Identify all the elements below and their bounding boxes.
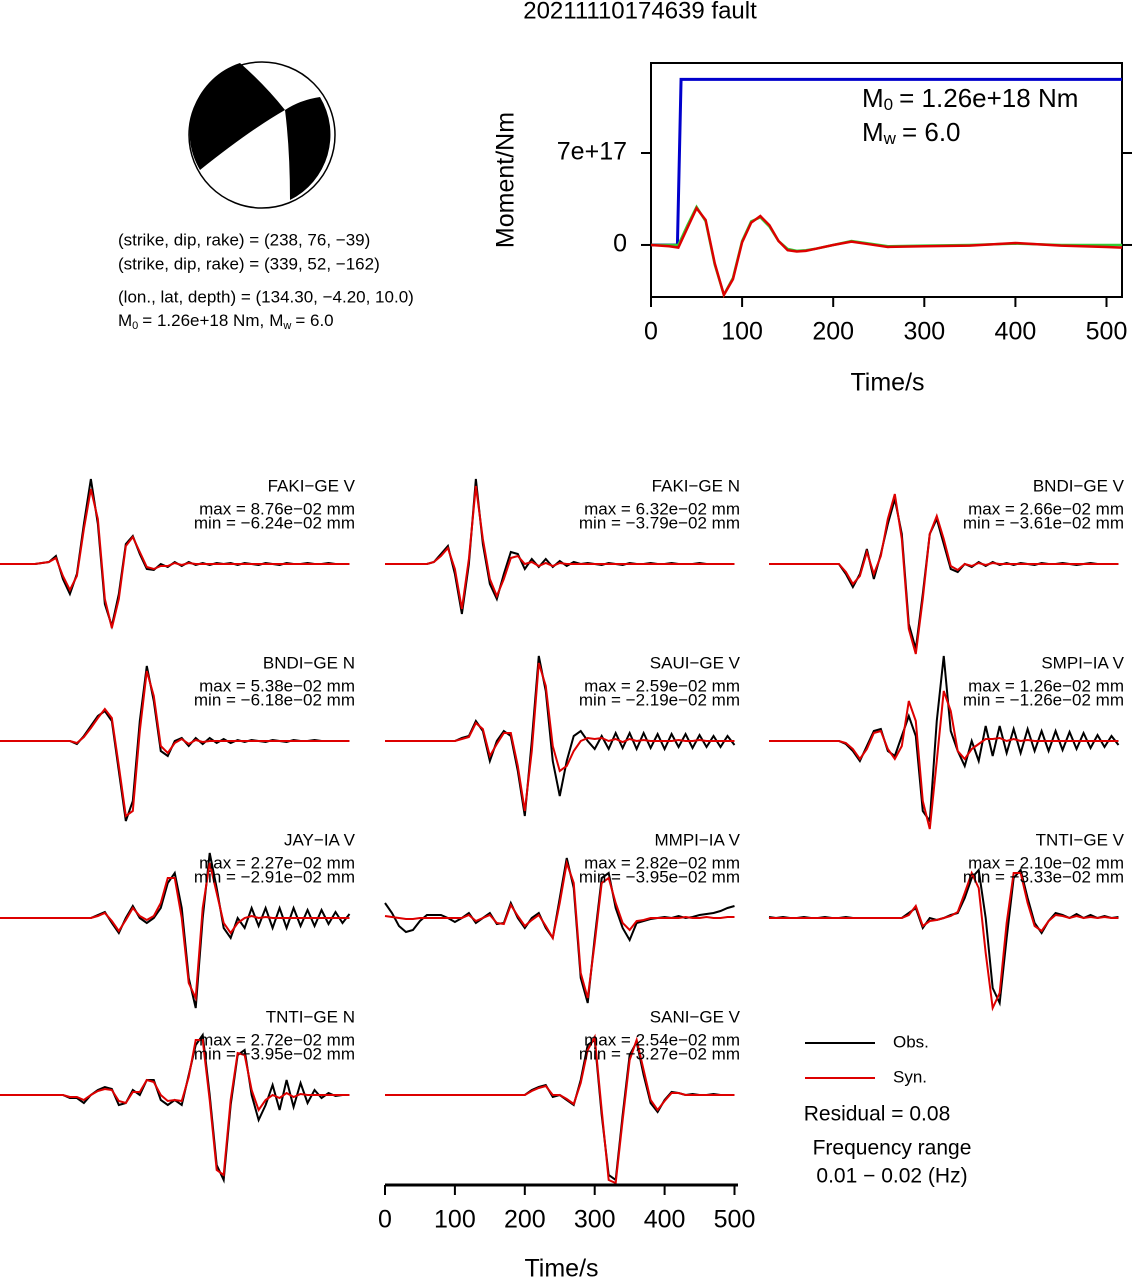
station-label: SMPI−IA V (1041, 653, 1124, 672)
y-tick-label: 0 (613, 230, 627, 258)
min-label: min = −3.61e−02 mm (963, 513, 1124, 532)
x-tick-label: 0 (378, 1206, 392, 1234)
subscript: w (883, 129, 897, 148)
min-label: min = −2.91e−02 mm (194, 867, 355, 886)
figure-title: 20211110174639 fault (523, 0, 757, 24)
synthetic-waveform (385, 1033, 735, 1185)
x-tick-label: 300 (574, 1206, 616, 1234)
x-tick-label: 500 (1086, 318, 1128, 346)
legend-label: Obs. (893, 1032, 929, 1051)
synthetic-waveform (769, 870, 1119, 1012)
synthetic-waveform (0, 1039, 350, 1177)
station-label: BNDI−GE V (1033, 476, 1125, 495)
value-text: = 6.0 (295, 311, 333, 330)
compressional-quadrant (285, 97, 331, 200)
max-label: max = 2.27e−02 mm (199, 853, 355, 872)
station-label: FAKI−GE N (652, 476, 740, 495)
x-tick-label: 400 (644, 1206, 686, 1234)
station-label: TNTI−GE V (1036, 830, 1125, 849)
min-label: min = −3.27e−02 mm (579, 1044, 740, 1063)
annotation: Mw = 6.0 (862, 117, 961, 149)
min-label: min = −3.95e−02 mm (194, 1044, 355, 1063)
max-label: max = 8.76e−02 mm (199, 499, 355, 518)
x-tick-label: 400 (995, 318, 1037, 346)
station-label: BNDI−GE N (263, 653, 355, 672)
min-label: min = −6.18e−02 mm (194, 690, 355, 709)
max-label: max = 5.38e−02 mm (199, 676, 355, 695)
max-label: max = 2.59e−02 mm (584, 676, 740, 695)
value-text: = 6.0 (902, 117, 961, 147)
nodal-plane: (strike, dip, rake) = (339, 52, −162) (118, 254, 380, 273)
symbol: M (862, 83, 884, 113)
max-label: max = 2.66e−02 mm (968, 499, 1124, 518)
annotation: M0 = 1.26e+18 Nm (862, 83, 1078, 115)
station-label: MMPI−IA V (655, 830, 741, 849)
plot-frame (650, 62, 1123, 298)
max-label: max = 2.72e−02 mm (199, 1030, 355, 1049)
station-label: TNTI−GE N (266, 1007, 355, 1026)
x-tick-label: 200 (504, 1206, 546, 1234)
station-label: SAUI−GE V (650, 653, 741, 672)
synthetic-waveform (0, 862, 350, 1002)
x-tick-label: 300 (903, 318, 945, 346)
subscript: 0 (884, 95, 893, 114)
x-tick-label: 200 (812, 318, 854, 346)
subscript: 0 (132, 320, 138, 332)
min-label: min = −3.95e−02 mm (579, 867, 740, 886)
symbol: M (862, 117, 884, 147)
synthetic-waveform (769, 493, 1119, 655)
x-axis-label: Time/s (524, 1255, 598, 1281)
max-label: max = 2.82e−02 mm (584, 853, 740, 872)
synthetic-waveform (385, 485, 735, 610)
legend-label: Syn. (893, 1067, 927, 1086)
station-label: SANI−GE V (650, 1007, 741, 1026)
nodal-plane: (strike, dip, rake) = (238, 76, −39) (118, 230, 370, 249)
compressional-quadrant (189, 63, 285, 170)
x-tick-label: 500 (714, 1206, 756, 1234)
x-tick-label: 100 (434, 1206, 476, 1234)
max-label: max = 2.54e−02 mm (584, 1030, 740, 1049)
y-axis-label: Moment/Nm (492, 112, 520, 248)
note: 0.01 − 0.02 (Hz) (816, 1165, 967, 1188)
synthetic-waveform (0, 670, 350, 818)
symbol: M (269, 311, 283, 330)
max-label: max = 6.32e−02 mm (584, 499, 740, 518)
min-label: min = −3.79e−02 mm (579, 513, 740, 532)
synthetic-waveform (769, 690, 1119, 830)
x-axis-label: Time/s (850, 369, 924, 397)
note: Residual = 0.08 (804, 1103, 951, 1126)
synthetic-waveform (0, 488, 350, 629)
subscript: w (282, 320, 291, 332)
min-label: min = −2.19e−02 mm (579, 690, 740, 709)
symbol: M (118, 311, 132, 330)
max-label: max = 1.26e−02 mm (968, 676, 1124, 695)
location: (lon., lat, depth) = (134.30, −4.20, 10.… (118, 287, 414, 306)
synthetic-waveform (384, 859, 735, 999)
magnitude-info: M0 = 1.26e+18 Nm, Mw = 6.0 (118, 311, 334, 331)
y-tick-label: 7e+17 (557, 138, 627, 166)
value-text: = 1.26e+18 Nm, (142, 311, 264, 330)
observed-waveform (768, 867, 1119, 1007)
value-text: = 1.26e+18 Nm (899, 83, 1078, 113)
note: Frequency range (813, 1137, 972, 1160)
station-label: FAKI−GE V (268, 476, 356, 495)
min-label: min = −3.33e−02 mm (963, 867, 1124, 886)
min-label: min = −1.26e−02 mm (963, 690, 1124, 709)
synthetic-waveform (385, 662, 735, 812)
x-tick-label: 100 (721, 318, 763, 346)
max-label: max = 2.10e−02 mm (968, 853, 1124, 872)
moment-line (650, 205, 1123, 299)
x-tick-label: 0 (644, 318, 658, 346)
beach-ball (188, 61, 336, 209)
min-label: min = −6.24e−02 mm (194, 513, 355, 532)
moment-line (651, 204, 1122, 299)
station-label: JAY−IA V (284, 830, 356, 849)
